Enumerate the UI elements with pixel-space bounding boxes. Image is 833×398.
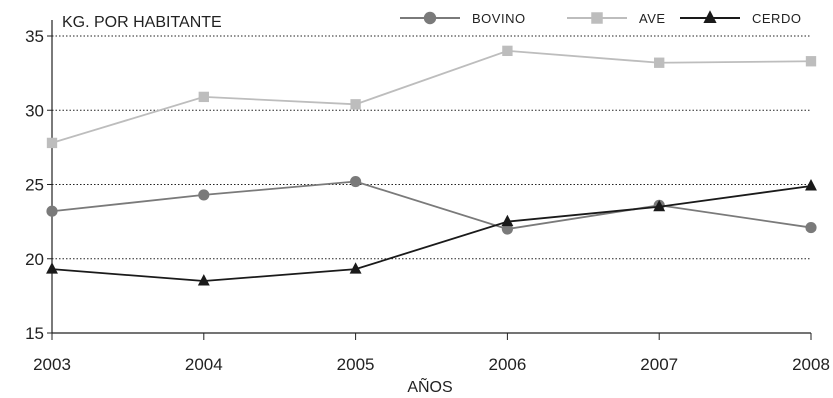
data-point-cerdo-2007 xyxy=(653,199,666,212)
legend-marker-bovino xyxy=(423,11,437,25)
data-point-ave-2008 xyxy=(805,56,817,67)
legend: BOVINO AVE CERDO xyxy=(400,10,801,26)
data-point-ave-2007 xyxy=(654,57,665,68)
legend-label-ave: AVE xyxy=(639,11,666,26)
y-tick-label-15: 15 xyxy=(25,324,44,343)
x-tick-label-2003: 2003 xyxy=(33,355,71,374)
legend-label-cerdo: CERDO xyxy=(752,11,801,26)
series-line-cerdo xyxy=(51,185,812,282)
x-tick-label-2008: 2008 xyxy=(792,355,830,374)
data-point-ave-2004 xyxy=(198,91,209,103)
x-tick-label-2006: 2006 xyxy=(488,355,526,374)
grid-lines xyxy=(52,35,811,260)
data-point-cerdo-2004 xyxy=(197,274,210,286)
y-tick-label-20: 20 xyxy=(25,250,44,269)
y-tick-label-30: 30 xyxy=(25,101,44,120)
legend-marker-cerdo xyxy=(703,10,717,23)
x-ticks: 2003 2004 2005 2006 2007 2008 xyxy=(33,333,830,374)
data-point-ave-2005 xyxy=(350,99,361,110)
data-point-cerdo-2003 xyxy=(46,262,58,274)
data-point-bovino-2006 xyxy=(501,223,513,235)
data-point-ave-2003 xyxy=(46,137,58,149)
data-point-cerdo-2005 xyxy=(349,262,362,274)
series-line-ave xyxy=(51,49,812,144)
legend-marker-ave xyxy=(591,12,603,24)
y-ticks: 15 20 25 30 35 xyxy=(25,27,52,343)
y-axis-title: KG. POR HABITANTE xyxy=(62,14,222,31)
data-point-bovino-2003 xyxy=(46,205,58,217)
data-point-bovino-2005 xyxy=(350,175,362,188)
y-tick-label-25: 25 xyxy=(25,176,44,195)
x-tick-label-2004: 2004 xyxy=(185,355,223,374)
series xyxy=(46,45,817,286)
x-tick-label-2007: 2007 xyxy=(640,355,678,374)
data-point-bovino-2004 xyxy=(198,189,210,201)
legend-label-bovino: BOVINO xyxy=(472,11,526,26)
data-point-cerdo-2006 xyxy=(501,214,514,227)
axes xyxy=(51,20,811,334)
x-axis-title: AÑOS xyxy=(407,376,452,396)
series-line-bovino xyxy=(51,180,812,230)
data-point-bovino-2008 xyxy=(805,221,817,234)
y-tick-label-35: 35 xyxy=(25,27,44,46)
x-tick-label-2005: 2005 xyxy=(337,355,375,374)
data-point-cerdo-2008 xyxy=(805,179,817,191)
data-point-ave-2006 xyxy=(502,45,513,57)
